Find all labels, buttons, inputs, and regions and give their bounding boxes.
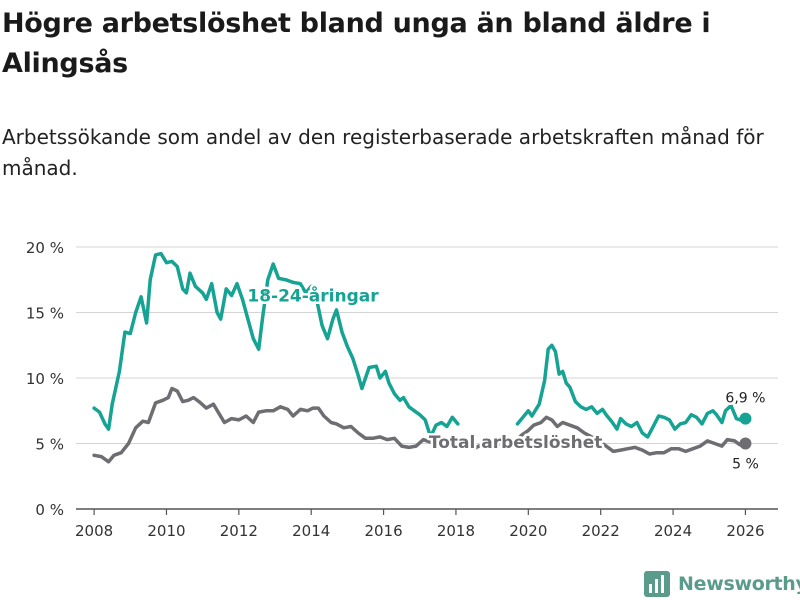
end-label-total-halo: 5 % [732, 457, 759, 473]
page-subtitle: Arbetssökande som andel av den registerb… [2, 125, 764, 180]
end-point-total [739, 437, 752, 450]
page-title: Högre arbetslöshet bland unga än bland ä… [2, 8, 711, 79]
series-label-youth: 18-24-åringar [247, 284, 379, 306]
x-tick-label: 2022 [582, 522, 620, 540]
y-axis: 0 % 5 % 10 % 15 % 20 % [26, 239, 64, 519]
bar-chart-logo-icon [644, 571, 670, 597]
end-label-total: 5 % [732, 457, 759, 473]
brand-name: Newsworthy [678, 573, 800, 595]
x-axis: 2008 2010 2012 2014 2016 2018 2020 2022 2024 2026 [75, 509, 765, 540]
line-chart: 0 %5 %10 %15 %20 % 2008 2010 2012 2014 2016 2… [26, 239, 778, 540]
x-tick-label: 2010 [147, 522, 185, 540]
x-tick-label: 2012 [220, 522, 258, 540]
series-lines [92, 251, 752, 464]
end-label-youth-halo: 6,9 % [725, 391, 765, 407]
y-tick-label: 15 % [26, 305, 64, 323]
y-tick-label: 20 % [26, 239, 64, 257]
x-tick-label: 2008 [75, 522, 113, 540]
brand-logo[interactable]: Newsworthy [644, 570, 800, 598]
x-tick-label: 2016 [364, 522, 402, 540]
end-label-youth: 6,9 % [725, 391, 765, 407]
series-line-total [92, 386, 748, 464]
y-tick-label: 0 % [35, 501, 64, 519]
series-line-youth-segment [515, 343, 748, 439]
grid-lines [76, 246, 778, 510]
y-tick-label: 10 % [26, 370, 64, 388]
end-point-youth [739, 412, 752, 425]
x-tick-label: 2020 [509, 522, 547, 540]
x-tick-label: 2024 [654, 522, 692, 540]
series-label-youth-halo: 18-24-åringar [247, 284, 379, 306]
x-tick-label: 2014 [292, 522, 330, 540]
x-tick-label: 2018 [437, 522, 475, 540]
series-label-total-halo: Total arbetslöshet [429, 433, 603, 453]
x-tick-label: 2026 [726, 522, 764, 540]
y-tick-label: 5 % [35, 436, 64, 454]
series-label-total: Total arbetslöshet [429, 433, 603, 453]
series-line-youth [92, 251, 460, 439]
